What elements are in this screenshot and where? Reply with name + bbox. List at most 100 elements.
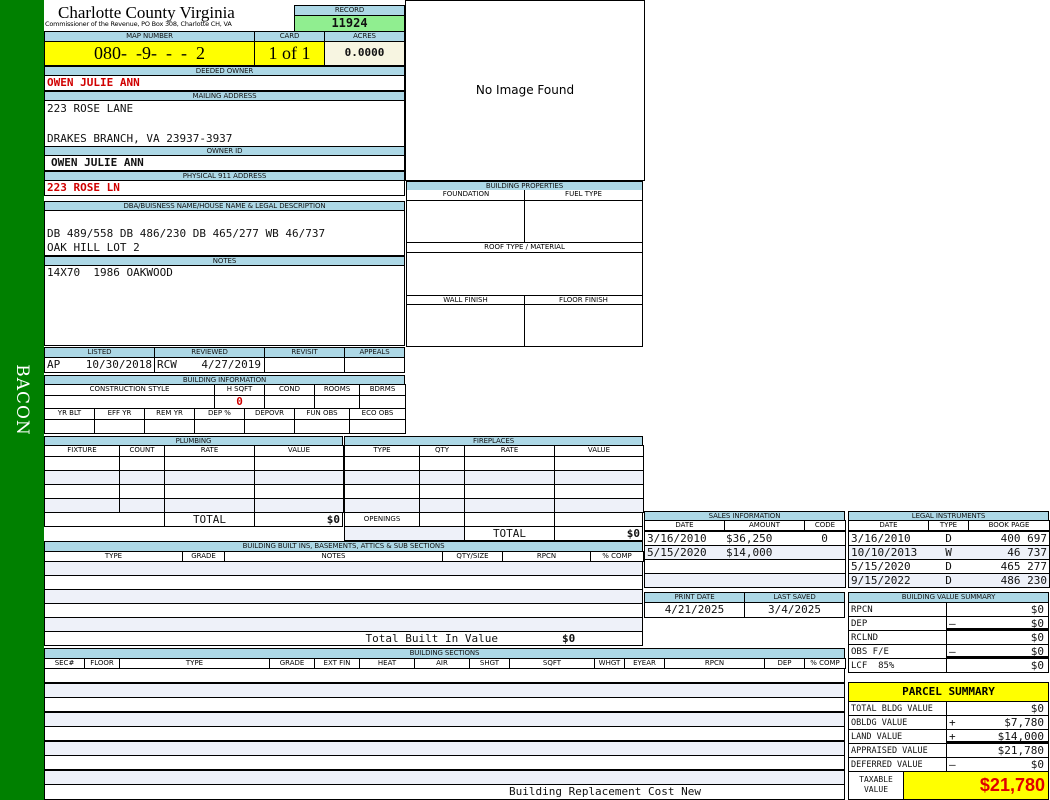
sales-cell[interactable]: $36,250 bbox=[724, 531, 805, 546]
value-summary-value: $0 bbox=[1030, 659, 1044, 672]
plumbing-cell[interactable] bbox=[44, 498, 120, 513]
instrument-cell[interactable]: 9/15/2022 bbox=[848, 573, 929, 588]
instrument-cell[interactable]: D bbox=[928, 531, 969, 546]
fireplace-cell[interactable] bbox=[344, 456, 420, 471]
plumbing-cell[interactable] bbox=[119, 456, 165, 471]
building-section-row[interactable] bbox=[44, 755, 845, 770]
built-ins-row[interactable] bbox=[44, 561, 643, 576]
sales-cell[interactable] bbox=[804, 545, 846, 560]
plumbing-cell[interactable] bbox=[254, 498, 344, 513]
plumbing-cell[interactable] bbox=[254, 484, 344, 499]
sales-cell[interactable]: 5/15/2020 bbox=[644, 545, 725, 560]
building-info-value2-3[interactable] bbox=[194, 419, 245, 434]
building-section-row[interactable] bbox=[44, 668, 845, 683]
instrument-cell[interactable]: 3/16/2010 bbox=[848, 531, 929, 546]
building-info-value2-6[interactable] bbox=[349, 419, 406, 434]
floor-finish-value[interactable] bbox=[524, 304, 643, 347]
revisit-value[interactable] bbox=[264, 357, 345, 373]
sales-cell[interactable]: 0 bbox=[804, 531, 846, 546]
fireplace-cell[interactable] bbox=[464, 456, 555, 471]
plumbing-cell[interactable] bbox=[164, 456, 255, 471]
built-ins-row[interactable] bbox=[44, 575, 643, 590]
instrument-cell[interactable]: 486 230 bbox=[968, 573, 1050, 588]
foundation-value[interactable] bbox=[406, 200, 525, 243]
sales-cell[interactable] bbox=[644, 559, 725, 574]
instrument-cell[interactable]: 465 277 bbox=[968, 559, 1050, 574]
building-info-value-0[interactable] bbox=[44, 395, 215, 409]
plumbing-cell[interactable] bbox=[254, 456, 344, 471]
instrument-cell[interactable]: 400 697 bbox=[968, 531, 1050, 546]
roof-value[interactable] bbox=[406, 252, 643, 296]
sales-cell[interactable] bbox=[644, 573, 725, 588]
fireplace-cell[interactable] bbox=[344, 470, 420, 485]
fireplace-cell[interactable] bbox=[464, 470, 555, 485]
building-section-row[interactable] bbox=[44, 726, 845, 741]
appeals-value[interactable] bbox=[344, 357, 405, 373]
plumbing-cell[interactable] bbox=[119, 498, 165, 513]
sales-cell[interactable] bbox=[724, 573, 805, 588]
building-info-value2-2[interactable] bbox=[144, 419, 195, 434]
plumbing-cell[interactable] bbox=[44, 484, 120, 499]
building-section-row[interactable] bbox=[44, 711, 845, 727]
fireplace-cell[interactable] bbox=[554, 470, 644, 485]
built-ins-row[interactable] bbox=[44, 617, 643, 632]
fuel-type-value[interactable] bbox=[524, 200, 643, 243]
openings-rate[interactable] bbox=[464, 512, 555, 527]
built-ins-row[interactable] bbox=[44, 603, 643, 618]
fireplace-cell[interactable] bbox=[419, 470, 465, 485]
value-summary-label: RPCN bbox=[848, 602, 947, 617]
instrument-cell[interactable]: 10/10/2013 bbox=[848, 545, 929, 560]
fireplace-cell[interactable] bbox=[554, 498, 644, 513]
building-info-value2-0[interactable] bbox=[44, 419, 95, 434]
plumbing-cell[interactable] bbox=[119, 470, 165, 485]
instrument-cell[interactable]: D bbox=[928, 559, 969, 574]
plumbing-cell[interactable] bbox=[119, 484, 165, 499]
instruments-header-1: TYPE bbox=[928, 520, 969, 531]
plumbing-cell[interactable] bbox=[164, 484, 255, 499]
fireplace-cell[interactable] bbox=[554, 456, 644, 471]
fireplace-cell[interactable] bbox=[419, 498, 465, 513]
instrument-cell[interactable]: 5/15/2020 bbox=[848, 559, 929, 574]
built-ins-total: $0 bbox=[562, 632, 576, 645]
sales-cell[interactable] bbox=[804, 573, 846, 588]
sales-cell[interactable]: $14,000 bbox=[724, 545, 805, 560]
fireplace-cell[interactable] bbox=[464, 498, 555, 513]
instrument-cell[interactable]: W bbox=[928, 545, 969, 560]
fireplace-cell[interactable] bbox=[464, 484, 555, 499]
sales-cell[interactable]: 3/16/2010 bbox=[644, 531, 725, 546]
building-info-value-4[interactable] bbox=[359, 395, 406, 409]
wall-finish-value[interactable] bbox=[406, 304, 525, 347]
sales-cell[interactable] bbox=[804, 559, 846, 574]
plumbing-cell[interactable] bbox=[44, 456, 120, 471]
building-section-row[interactable] bbox=[44, 697, 845, 712]
plumbing-cell[interactable] bbox=[44, 470, 120, 485]
fireplace-cell[interactable] bbox=[554, 484, 644, 499]
openings-val[interactable] bbox=[554, 512, 643, 527]
fireplace-cell[interactable] bbox=[419, 456, 465, 471]
map-number: 080- -9- - - 2 bbox=[44, 41, 255, 66]
value-summary-label: OBS F/E bbox=[848, 644, 947, 659]
sales-cell[interactable] bbox=[724, 559, 805, 574]
plumbing-cell[interactable] bbox=[254, 470, 344, 485]
building-info-value2-5[interactable] bbox=[294, 419, 350, 434]
fireplace-cell[interactable] bbox=[344, 498, 420, 513]
fireplace-cell[interactable] bbox=[419, 484, 465, 499]
building-info-value2-1[interactable] bbox=[94, 419, 145, 434]
built-ins-row[interactable] bbox=[44, 589, 643, 604]
building-info-value-2[interactable] bbox=[264, 395, 315, 409]
plumbing-cell[interactable] bbox=[164, 498, 255, 513]
instrument-cell[interactable]: 46 737 bbox=[968, 545, 1050, 560]
building-section-row[interactable] bbox=[44, 740, 845, 756]
building-info-value2-4[interactable] bbox=[244, 419, 295, 434]
building-info-value-1[interactable]: 0 bbox=[214, 395, 265, 409]
building-section-row[interactable] bbox=[44, 769, 845, 785]
building-section-row[interactable] bbox=[44, 682, 845, 698]
building-info-value-3[interactable] bbox=[314, 395, 360, 409]
openings-value[interactable] bbox=[419, 512, 465, 527]
fireplace-cell[interactable] bbox=[344, 484, 420, 499]
plumbing-cell[interactable] bbox=[164, 470, 255, 485]
instrument-cell[interactable]: D bbox=[928, 573, 969, 588]
value-summary-label: LCF 85% bbox=[848, 658, 947, 673]
sales-header-1: AMOUNT bbox=[724, 520, 805, 531]
notes[interactable]: 14X70 1986 OAKWOOD bbox=[44, 265, 405, 346]
